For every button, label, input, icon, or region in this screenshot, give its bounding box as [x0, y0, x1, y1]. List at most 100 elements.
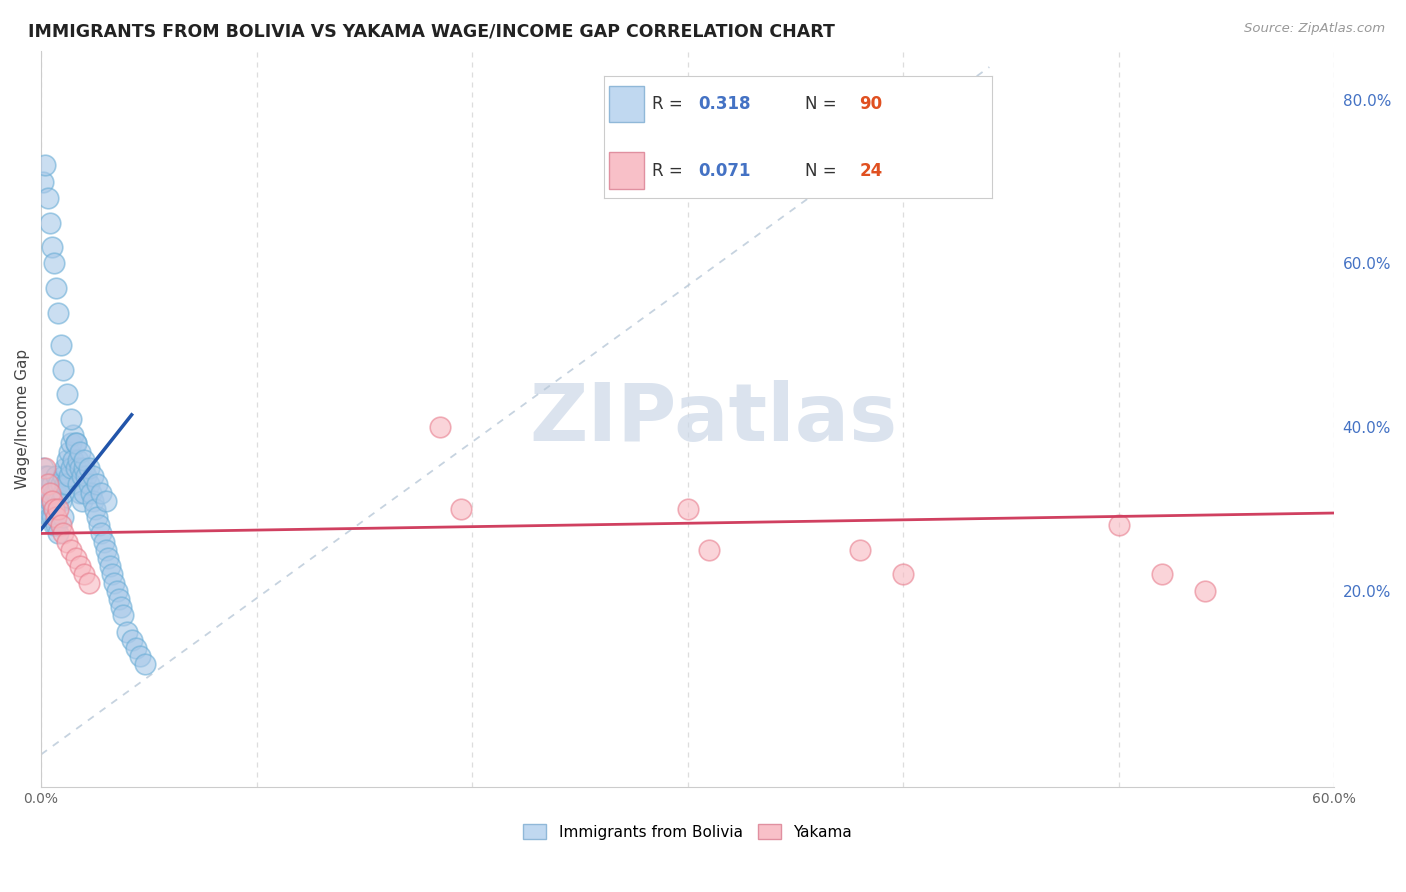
- Point: [65, 436, 87, 450]
- Point: [49, 518, 72, 533]
- Point: [45, 518, 67, 533]
- Point: [125, 640, 148, 655]
- Point: [429, 420, 451, 434]
- Point: [49, 493, 72, 508]
- Point: [52, 510, 75, 524]
- Point: [65, 551, 87, 566]
- Point: [38, 485, 60, 500]
- Text: Source: ZipAtlas.com: Source: ZipAtlas.com: [1244, 22, 1385, 36]
- Point: [52, 363, 75, 377]
- Point: [90, 526, 112, 541]
- Point: [97, 551, 120, 566]
- Point: [37, 469, 59, 483]
- Point: [45, 469, 67, 483]
- Point: [75, 469, 97, 483]
- Point: [48, 493, 70, 508]
- Point: [58, 469, 80, 483]
- Point: [60, 436, 83, 450]
- Point: [69, 559, 91, 574]
- Point: [34, 158, 56, 172]
- Point: [38, 215, 60, 229]
- Point: [38, 477, 60, 491]
- Point: [105, 583, 128, 598]
- Point: [98, 559, 121, 574]
- Point: [42, 256, 65, 270]
- Point: [37, 191, 59, 205]
- Point: [34, 469, 56, 483]
- Point: [37, 485, 59, 500]
- Point: [58, 444, 80, 458]
- Point: [34, 461, 56, 475]
- Point: [450, 502, 472, 516]
- Point: [1194, 583, 1216, 598]
- Point: [37, 477, 59, 491]
- Point: [891, 567, 914, 582]
- Legend: Immigrants from Bolivia, Yakama: Immigrants from Bolivia, Yakama: [517, 818, 858, 846]
- Point: [94, 493, 117, 508]
- Point: [90, 485, 112, 500]
- Point: [53, 461, 76, 475]
- Point: [48, 526, 70, 541]
- Point: [1108, 518, 1130, 533]
- Point: [45, 485, 67, 500]
- Point: [82, 493, 104, 508]
- Point: [60, 542, 83, 557]
- Point: [89, 518, 111, 533]
- Point: [42, 485, 65, 500]
- Point: [70, 469, 93, 483]
- Point: [849, 542, 872, 557]
- Point: [48, 502, 70, 516]
- Point: [697, 542, 720, 557]
- Point: [111, 608, 134, 623]
- Point: [32, 175, 55, 189]
- Point: [77, 575, 100, 590]
- Point: [41, 510, 63, 524]
- Point: [60, 412, 83, 426]
- Point: [82, 469, 104, 483]
- Point: [86, 510, 108, 524]
- Point: [69, 461, 91, 475]
- Point: [77, 477, 100, 491]
- Point: [37, 502, 59, 516]
- Point: [41, 240, 63, 254]
- Point: [62, 428, 84, 442]
- Point: [56, 387, 79, 401]
- Point: [103, 575, 125, 590]
- Point: [62, 453, 84, 467]
- Point: [65, 461, 87, 475]
- Point: [66, 453, 89, 467]
- Point: [41, 493, 63, 508]
- Point: [121, 632, 143, 647]
- Point: [45, 510, 67, 524]
- Point: [73, 567, 96, 582]
- Point: [77, 461, 100, 475]
- Point: [34, 485, 56, 500]
- Point: [101, 567, 124, 582]
- Point: [48, 305, 70, 319]
- Point: [56, 534, 79, 549]
- Point: [94, 542, 117, 557]
- Point: [49, 338, 72, 352]
- Point: [52, 526, 75, 541]
- Point: [52, 485, 75, 500]
- Point: [60, 461, 83, 475]
- Point: [93, 534, 115, 549]
- Point: [79, 485, 101, 500]
- Point: [52, 469, 75, 483]
- Point: [49, 477, 72, 491]
- Point: [73, 461, 96, 475]
- Point: [41, 477, 63, 491]
- Point: [38, 493, 60, 508]
- Text: ZIPatlas: ZIPatlas: [530, 380, 897, 458]
- Point: [69, 444, 91, 458]
- Point: [70, 493, 93, 508]
- Point: [41, 493, 63, 508]
- Point: [38, 510, 60, 524]
- Point: [73, 453, 96, 467]
- Y-axis label: Wage/Income Gap: Wage/Income Gap: [15, 349, 30, 489]
- Point: [34, 502, 56, 516]
- Point: [1150, 567, 1173, 582]
- Point: [69, 485, 91, 500]
- Point: [110, 600, 132, 615]
- Point: [84, 502, 107, 516]
